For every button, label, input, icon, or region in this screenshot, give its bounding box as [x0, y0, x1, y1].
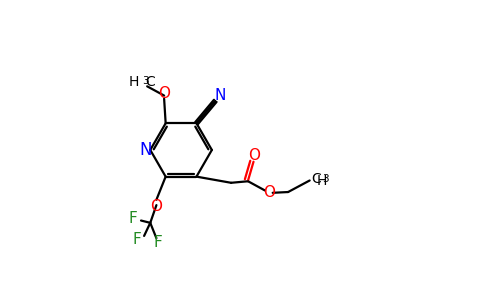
Text: O: O [248, 148, 260, 163]
Text: N: N [139, 141, 152, 159]
Text: O: O [158, 86, 170, 101]
Text: F: F [153, 235, 162, 250]
Text: F: F [129, 212, 137, 226]
Text: C: C [311, 172, 321, 186]
Text: 3: 3 [142, 76, 149, 85]
Text: O: O [151, 199, 163, 214]
Text: 3: 3 [322, 174, 329, 184]
Text: O: O [264, 185, 275, 200]
Text: F: F [132, 232, 141, 247]
Text: C: C [146, 76, 155, 89]
Text: H: H [129, 76, 139, 89]
Text: H: H [317, 174, 327, 188]
Text: N: N [215, 88, 227, 103]
